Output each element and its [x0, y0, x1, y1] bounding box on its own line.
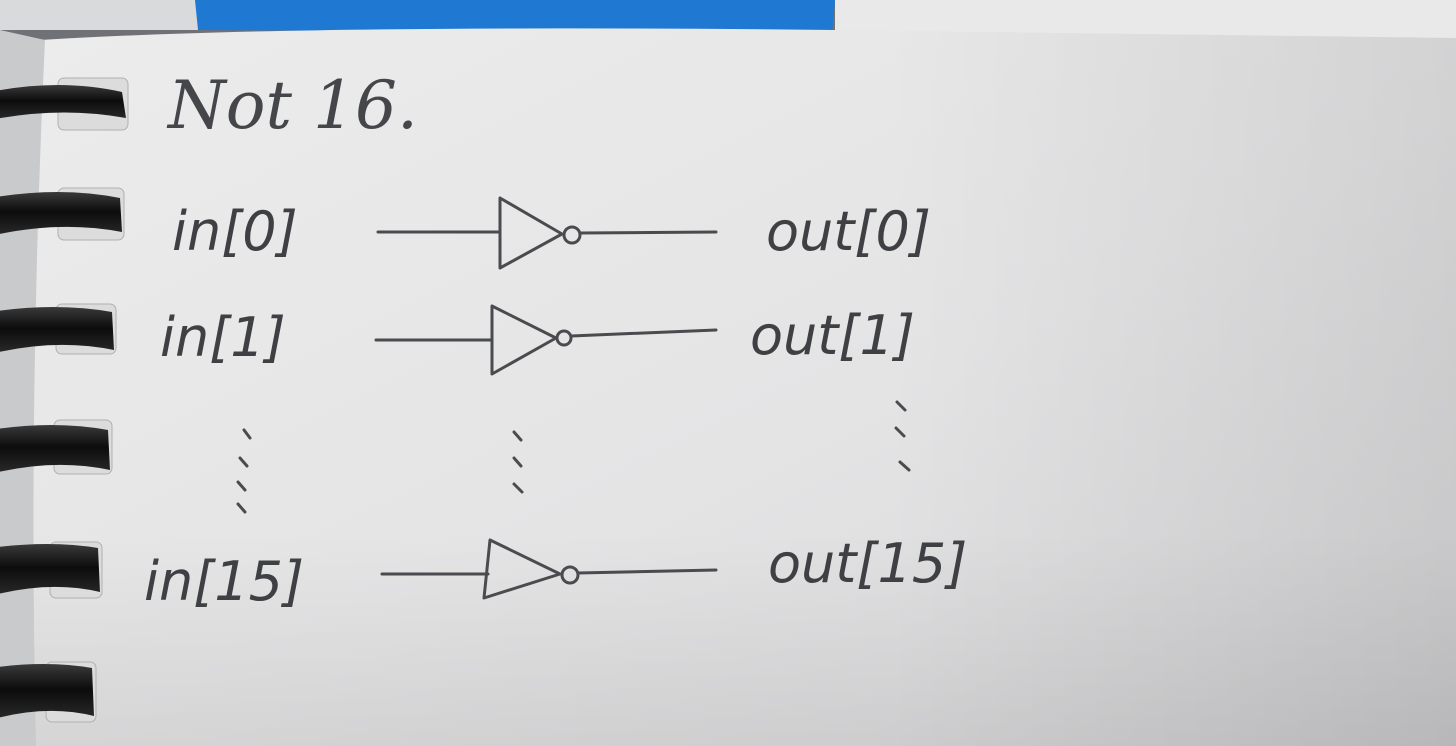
spiral-ring-icon [0, 187, 125, 241]
spiral-ring-icon [0, 661, 97, 723]
not-gate-icon [498, 196, 564, 270]
inversion-bubble [555, 329, 573, 347]
output-wire-0 [578, 230, 718, 235]
spiral-ring-icon [0, 541, 103, 599]
diagram-title: Not 16. [166, 67, 418, 144]
spiral-ring-icon [0, 303, 117, 355]
not-gate-icon [482, 538, 562, 600]
inversion-bubble [562, 225, 582, 245]
vertical-ellipsis-icon [512, 430, 524, 494]
output-label-1: out[1] [750, 304, 915, 367]
blue-cover [195, 0, 835, 34]
input-label-0: in[0] [172, 200, 298, 263]
output-wire-1 [569, 328, 718, 338]
input-label-1: in[1] [160, 306, 286, 369]
not-gate-row-0 [376, 196, 718, 270]
inversion-bubble [560, 565, 580, 585]
not-gate-row-1 [374, 304, 718, 376]
output-label-15: out[15] [768, 532, 967, 595]
input-label-15: in[15] [144, 550, 304, 613]
page-bottom-shade [27, 28, 1456, 746]
spiral-ring-icon [0, 77, 129, 131]
output-wire-15 [576, 568, 718, 575]
spiral-binding [0, 77, 129, 723]
vertical-ellipsis-icon [236, 428, 252, 514]
vertical-ellipsis-icon [894, 400, 911, 472]
spiral-ring-icon [0, 419, 113, 475]
not-gate-icon [490, 304, 558, 376]
output-label-0: out[0] [766, 200, 931, 263]
not-gate-row-15 [380, 538, 718, 600]
background-paper-left [0, 0, 200, 30]
